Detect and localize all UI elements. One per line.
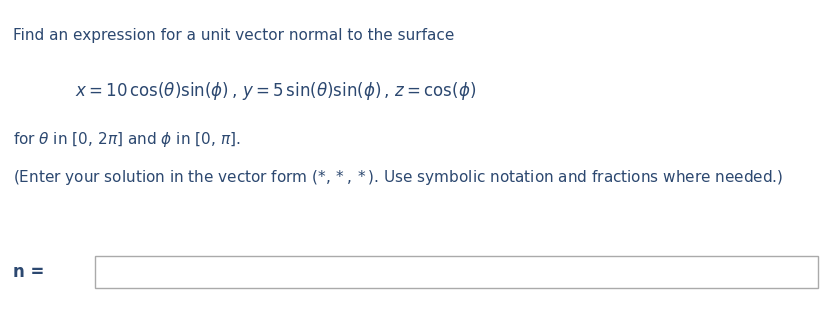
Text: (Enter your solution in the vector form $(*, *, *)$. Use symbolic notation and f: (Enter your solution in the vector form … [13,168,784,187]
FancyBboxPatch shape [95,256,818,288]
Text: $x = 10\,\cos(\theta)\sin(\phi)\,,\,y = 5\,\sin(\theta)\sin(\phi)\,,\,z = \cos(\: $x = 10\,\cos(\theta)\sin(\phi)\,,\,y = … [75,80,476,102]
Text: n =: n = [13,263,44,281]
Text: Find an expression for a unit vector normal to the surface: Find an expression for a unit vector nor… [13,28,455,43]
Text: for $\theta$ in $[0,\,2\pi]$ and $\phi$ in $[0,\,\pi]$.: for $\theta$ in $[0,\,2\pi]$ and $\phi$ … [13,130,241,149]
